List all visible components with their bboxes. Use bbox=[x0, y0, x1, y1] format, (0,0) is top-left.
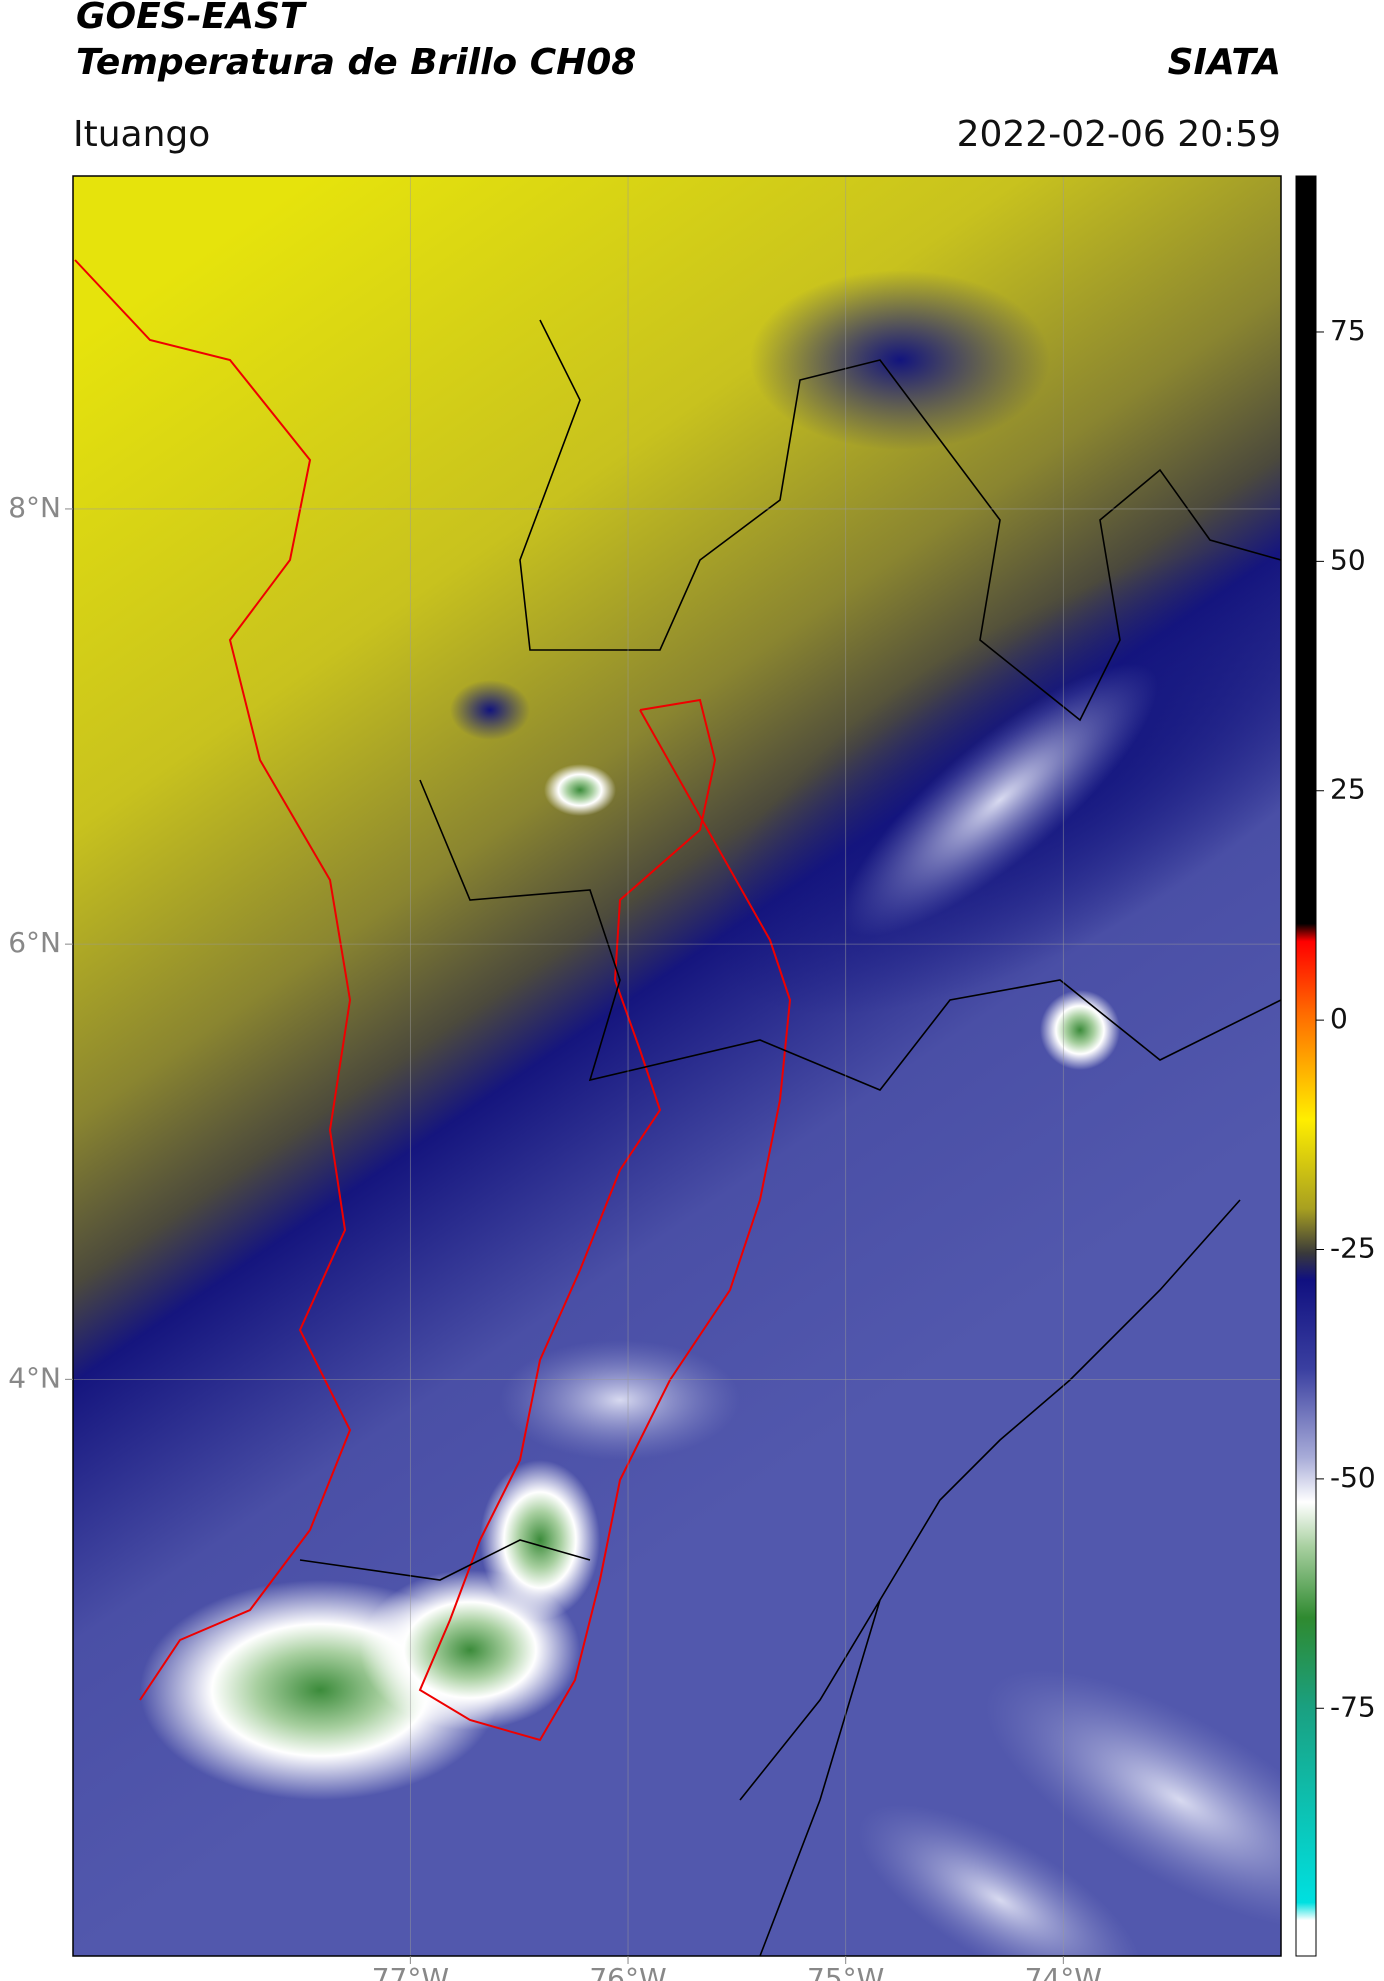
y-tick-label: 8°N bbox=[8, 491, 61, 524]
y-tick-label: 4°N bbox=[8, 1361, 61, 1394]
x-tick-label: 76°W bbox=[589, 1962, 666, 1981]
colorbar-tick-label: 50 bbox=[1330, 543, 1366, 576]
colorbar-tick-label: 0 bbox=[1330, 1002, 1348, 1035]
colorbar-tick-label: -75 bbox=[1330, 1690, 1376, 1723]
subtitle: Temperatura de Brillo CH08 bbox=[76, 42, 636, 83]
colorbar-tick-label: 75 bbox=[1330, 314, 1366, 347]
title: GOES-EAST bbox=[76, 0, 307, 37]
org: SIATA bbox=[1168, 42, 1281, 83]
x-tick-label: 75°W bbox=[807, 1962, 884, 1981]
colorbar-tick-label: -25 bbox=[1330, 1232, 1376, 1265]
grid bbox=[73, 176, 1281, 1956]
location: Ituango bbox=[73, 114, 210, 155]
map-frame bbox=[72, 175, 1282, 1957]
x-tick-label: 77°W bbox=[372, 1962, 449, 1981]
colorbar-tick-label: 25 bbox=[1330, 773, 1366, 806]
y-tick-label: 6°N bbox=[8, 926, 61, 959]
colorbar-tick-label: -50 bbox=[1330, 1461, 1376, 1494]
colorbar bbox=[1295, 175, 1317, 1957]
satellite-image bbox=[73, 176, 1281, 1956]
datetime: 2022-02-06 20:59 bbox=[957, 114, 1281, 155]
x-tick-label: 74°W bbox=[1025, 1962, 1102, 1981]
